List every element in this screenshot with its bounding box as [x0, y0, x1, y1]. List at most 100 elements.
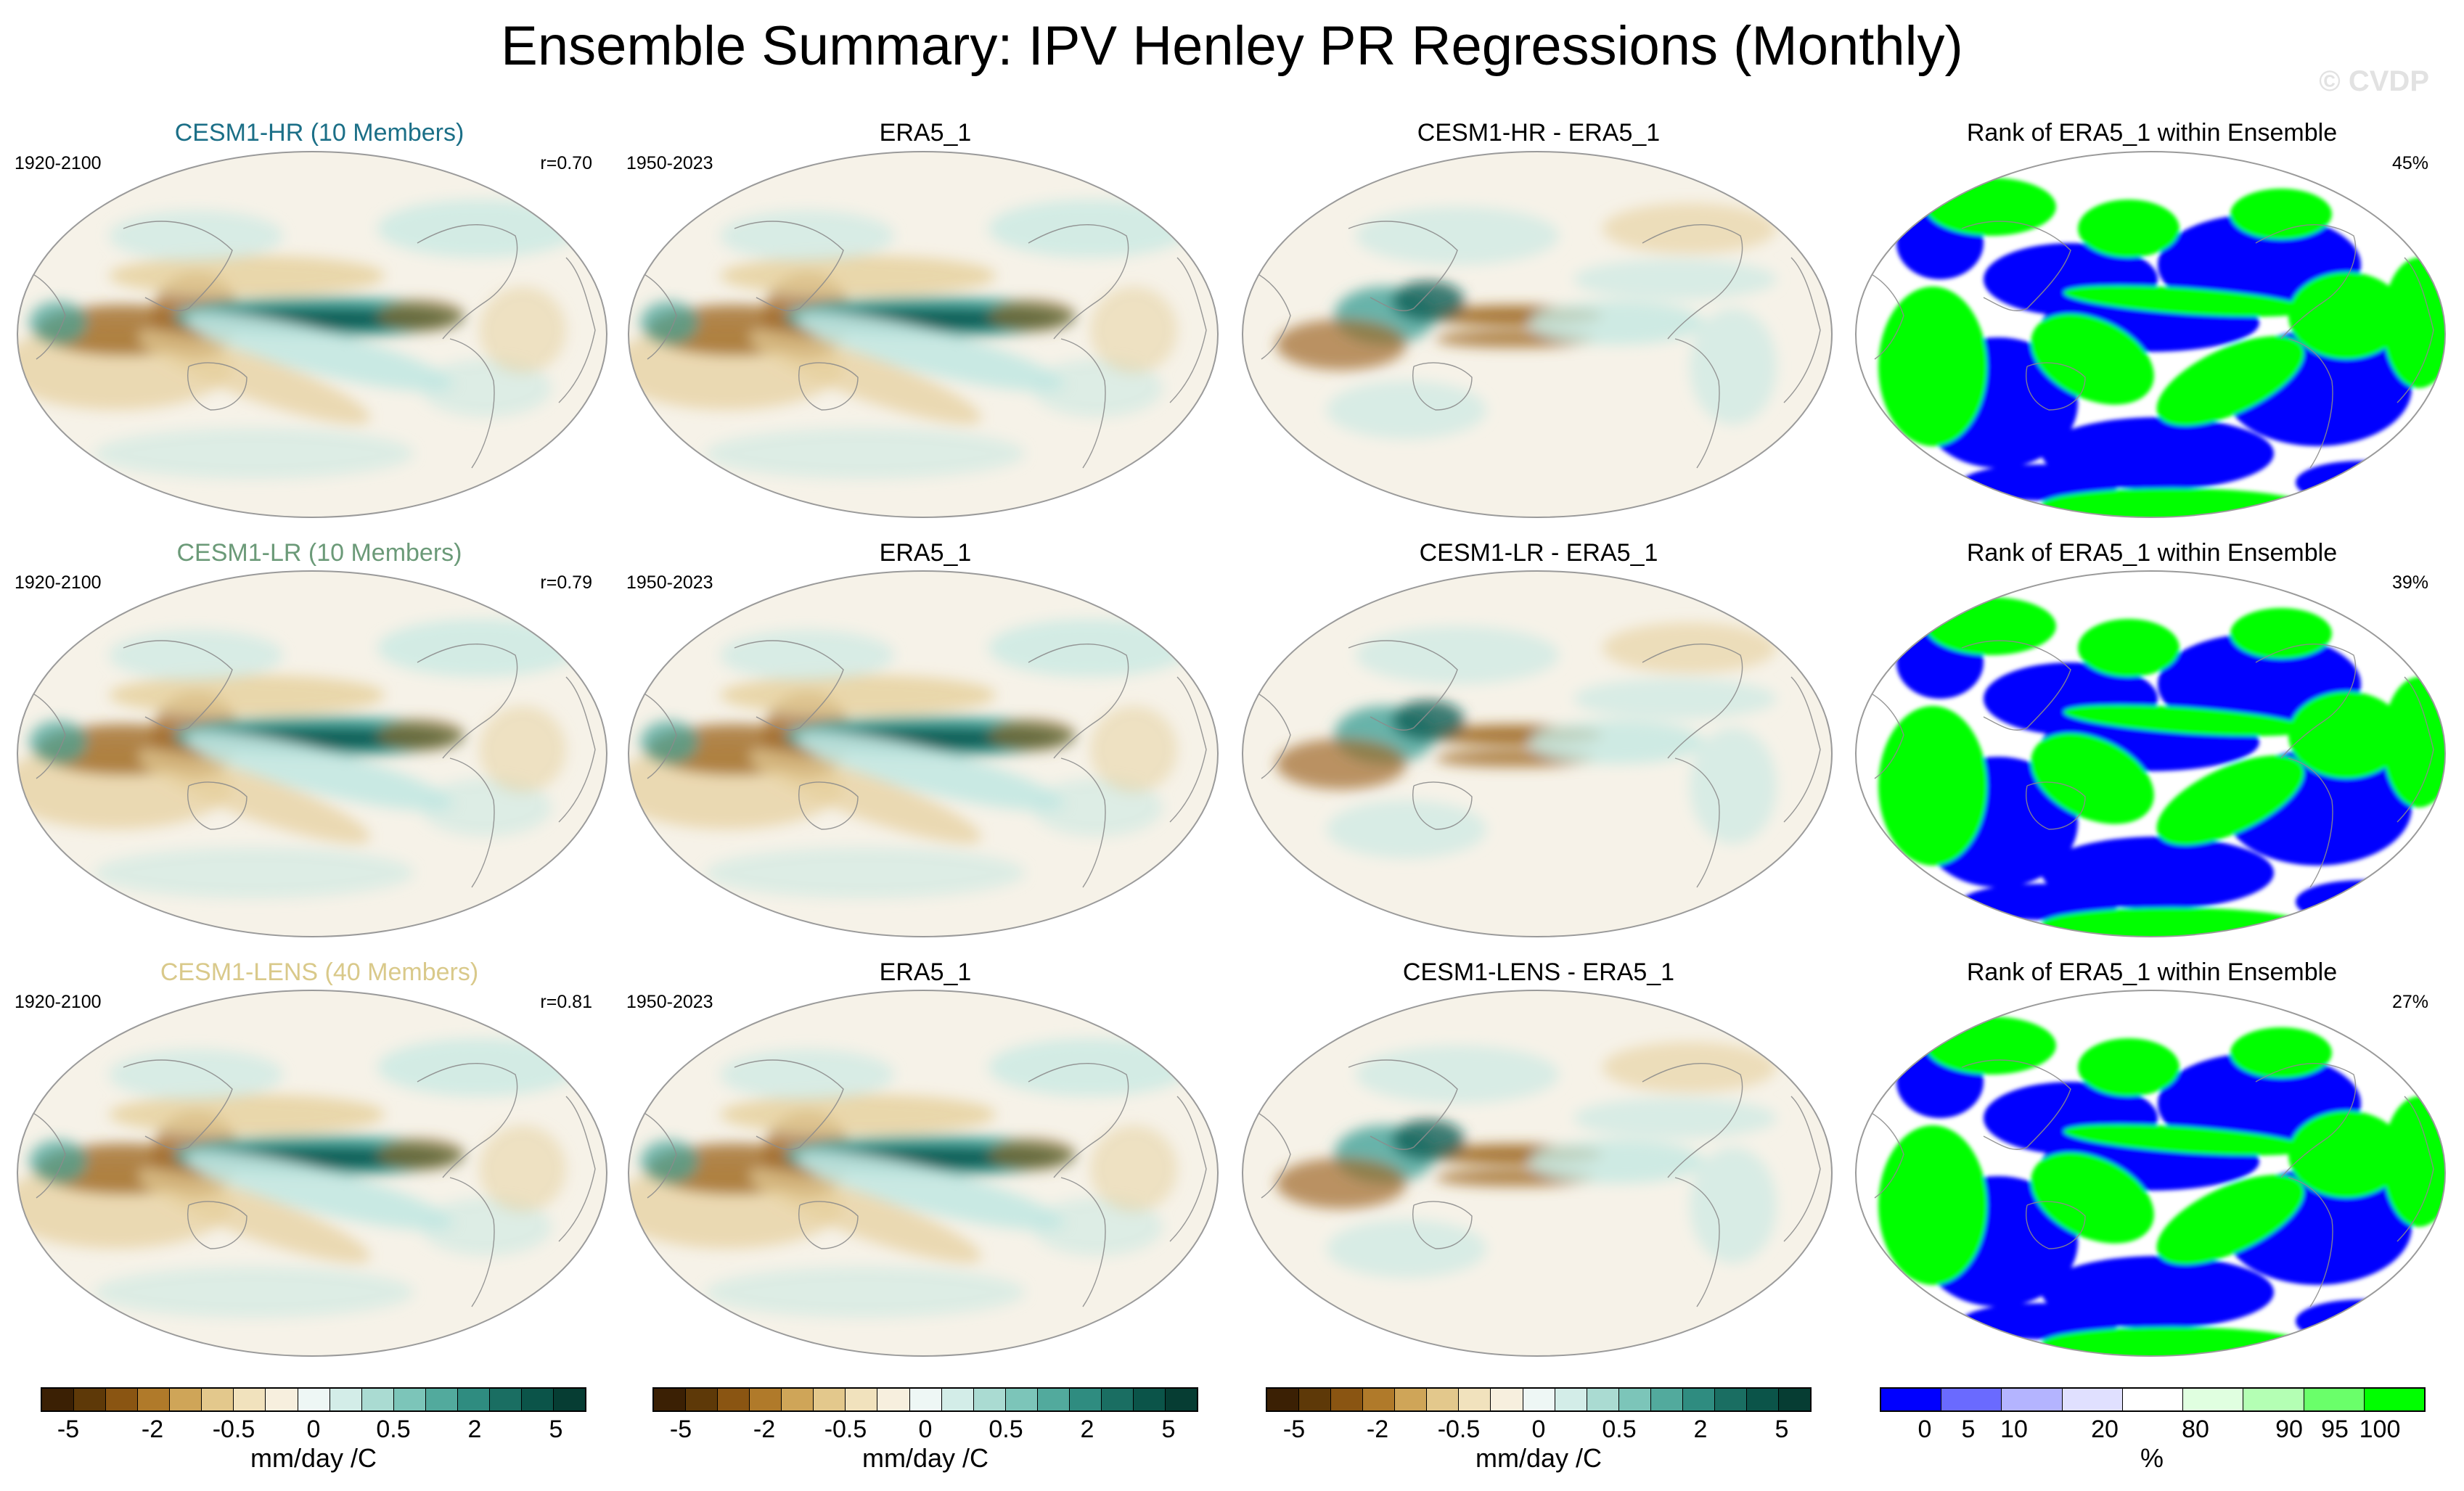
cbar2-tick: -2	[753, 1416, 776, 1443]
colorbar-swatch	[521, 1389, 554, 1410]
cbar-rank-tick: 100	[2359, 1416, 2401, 1443]
colorbar-pr-3	[1266, 1387, 1812, 1412]
colorbar-swatch	[1491, 1389, 1523, 1410]
colorbar-swatch	[74, 1389, 107, 1410]
colorbar-swatch	[1459, 1389, 1491, 1410]
map-obs-row2	[626, 568, 1221, 940]
colorbar-swatch	[1779, 1389, 1811, 1410]
map-model-row2	[15, 568, 610, 940]
colorbar-swatch	[1523, 1389, 1555, 1410]
rank-percent-row2: 39%	[2391, 572, 2428, 593]
map-obs-row1	[626, 149, 1221, 520]
cbar2-tick: 5	[1161, 1416, 1176, 1443]
colorbar-swatch	[2002, 1389, 2063, 1410]
colorbar-swatch	[393, 1389, 426, 1410]
colorbar-swatch	[1331, 1389, 1364, 1410]
colorbar-swatch	[877, 1389, 910, 1410]
corr-label-row3: r=0.81	[540, 992, 592, 1012]
colorbar-swatch	[909, 1389, 942, 1410]
colorbar-swatch	[1069, 1389, 1102, 1410]
cbar-rank-tick: 5	[1961, 1416, 1976, 1443]
colorbar-swatch	[554, 1389, 586, 1410]
map-svg	[17, 570, 607, 937]
colorbar-swatch	[1101, 1389, 1134, 1410]
cbar3-tick: 0.5	[1602, 1416, 1637, 1443]
colorbar-swatch	[1746, 1389, 1779, 1410]
colorbar-swatch	[2122, 1389, 2184, 1410]
cbar1-tick: 5	[549, 1416, 563, 1443]
cbar2-tick: 0.5	[989, 1416, 1023, 1443]
map-diff-row3	[1240, 987, 1835, 1359]
map-svg	[1855, 990, 2446, 1357]
cbar2-tick: -5	[669, 1416, 692, 1443]
cbar3-tick: -0.5	[1437, 1416, 1481, 1443]
colorbar-swatch	[1005, 1389, 1038, 1410]
colorbar-swatch	[1881, 1389, 1942, 1410]
colorbar-swatch	[1363, 1389, 1396, 1410]
panel-title-obs-row1: ERA5_1	[879, 119, 972, 147]
watermark: © CVDP	[2319, 65, 2429, 97]
colorbar-swatch	[1555, 1389, 1587, 1410]
rank-percent-row3: 27%	[2391, 992, 2428, 1012]
map-svg	[628, 151, 1219, 518]
panel-title-diff-row2: CESM1-LR - ERA5_1	[1419, 539, 1658, 567]
colorbar-swatch	[170, 1389, 202, 1410]
years-label-obs-row1: 1950-2023	[626, 153, 713, 173]
colorbar-swatch	[425, 1389, 458, 1410]
map-svg	[628, 570, 1219, 937]
colorbar-swatch	[489, 1389, 522, 1410]
map-svg	[1242, 990, 1833, 1357]
colorbar-swatch	[361, 1389, 394, 1410]
colorbar-pr-1	[41, 1387, 586, 1412]
cbar2-unit: mm/day /C	[861, 1443, 989, 1473]
colorbar-swatch	[298, 1389, 330, 1410]
cbar1-tick: 0	[306, 1416, 321, 1443]
colorbar-swatch	[1941, 1389, 2002, 1410]
colorbar-swatch	[1395, 1389, 1428, 1410]
colorbar-swatch	[2364, 1389, 2424, 1410]
rank-percent-row1: 45%	[2391, 153, 2428, 173]
cbar-rank-tick: 10	[2000, 1416, 2028, 1443]
colorbar-swatch	[718, 1389, 750, 1410]
cbar1-tick: 0.5	[376, 1416, 411, 1443]
cbar-rank-unit: %	[2140, 1443, 2164, 1473]
panel-title-rank-row1: Rank of ERA5_1 within Ensemble	[1966, 119, 2338, 147]
map-obs-row3	[626, 987, 1221, 1359]
cbar-rank-tick: 20	[2091, 1416, 2119, 1443]
cbar3-tick: 5	[1775, 1416, 1789, 1443]
cbar1-tick: 2	[467, 1416, 482, 1443]
cbar-rank-tick: 80	[2182, 1416, 2209, 1443]
panel-title-rank-row3: Rank of ERA5_1 within Ensemble	[1966, 958, 2338, 986]
colorbar-swatch	[1714, 1389, 1747, 1410]
map-svg	[17, 151, 607, 518]
colorbar-swatch	[2243, 1389, 2304, 1410]
corr-label-row2: r=0.79	[540, 572, 592, 593]
years-label-model-row1: 1920-2100	[15, 153, 102, 173]
map-svg	[1242, 151, 1833, 518]
colorbar-swatch	[1427, 1389, 1460, 1410]
cbar-rank-tick: 0	[1917, 1416, 1932, 1443]
colorbar-swatch	[1267, 1389, 1300, 1410]
colorbar-rank	[1880, 1387, 2426, 1412]
panel-title-diff-row3: CESM1-LENS - ERA5_1	[1402, 958, 1675, 986]
map-svg	[1855, 151, 2446, 518]
cbar1-unit: mm/day /C	[250, 1443, 377, 1473]
cbar2-tick: -0.5	[824, 1416, 867, 1443]
colorbar-swatch	[1650, 1389, 1683, 1410]
colorbar-swatch	[973, 1389, 1006, 1410]
cbar3-tick: 0	[1531, 1416, 1546, 1443]
colorbar-swatch	[1618, 1389, 1651, 1410]
colorbar-swatch	[2183, 1389, 2244, 1410]
corr-label-row1: r=0.70	[540, 153, 592, 173]
map-model-row1	[15, 149, 610, 520]
map-diff-row1	[1240, 149, 1835, 520]
colorbar-swatch	[1587, 1389, 1619, 1410]
colorbar-swatch	[234, 1389, 266, 1410]
colorbar-swatch	[1682, 1389, 1715, 1410]
colorbar-pr-2	[652, 1387, 1198, 1412]
years-label-obs-row3: 1950-2023	[626, 992, 713, 1012]
colorbar-swatch	[686, 1389, 719, 1410]
colorbar-swatch	[330, 1389, 362, 1410]
panel-title-model-row2: CESM1-LR (10 Members)	[176, 539, 462, 567]
colorbar-swatch	[457, 1389, 490, 1410]
